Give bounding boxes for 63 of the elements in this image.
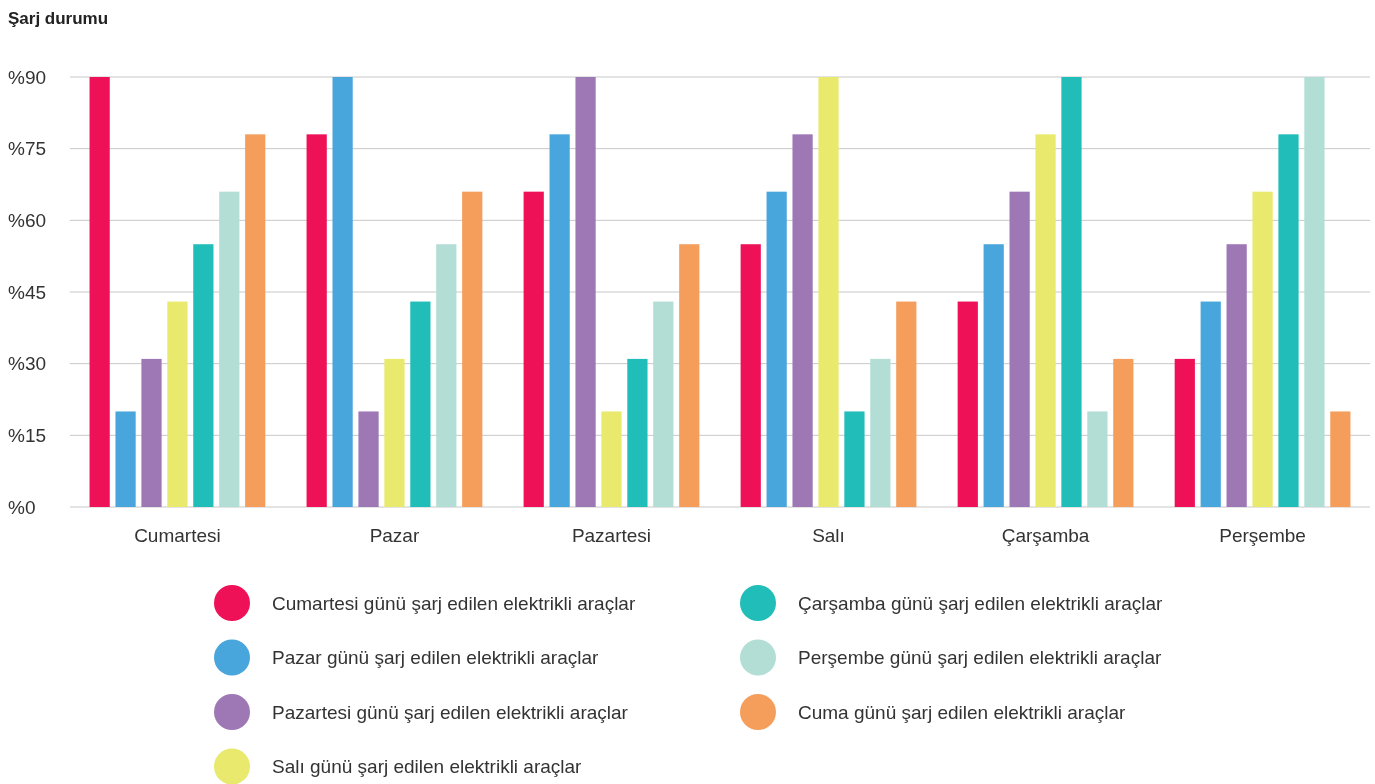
y-tick-label: %30 [8,353,47,375]
bar [896,301,917,507]
bar [410,301,431,507]
bar [792,134,813,507]
x-tick-label: Pazartesi [571,525,652,546]
legend-label: Cuma günü şarj edilen elektrikli araçlar [798,701,1127,723]
bar [601,411,622,507]
x-tick-label: Çarşamba [1001,525,1090,546]
bar [983,244,1004,507]
bar [358,411,379,507]
legend-label: Pazar günü şarj edilen elektrikli araçlar [272,647,599,669]
x-tick-label: Pazar [369,525,420,546]
legend-label: Perşembe günü şarj edilen elektrikli araçlar [798,647,1162,669]
bar [679,244,700,507]
y-tick-label: %45 [8,281,47,303]
bar [1087,411,1108,507]
bar [1304,77,1325,507]
bar [1061,77,1082,507]
bar [1252,191,1273,507]
bar [549,134,570,507]
bar [306,134,327,507]
bar [627,358,648,507]
chart-title: Şarj durumu [8,9,109,28]
bar [523,191,544,507]
x-tick-label: Salı [812,525,845,546]
bar [575,77,596,507]
bar [462,191,483,507]
bar [332,77,353,507]
bar [89,77,110,507]
bar [193,244,214,507]
bar [1200,301,1221,507]
x-tick-label: Perşembe [1219,525,1306,546]
bar [1226,244,1247,507]
bar [436,244,457,507]
y-tick-label: %15 [8,424,47,446]
bar [844,411,865,507]
bar [818,77,839,507]
bar [870,358,891,507]
y-tick-label: %60 [8,209,47,231]
bar [115,411,136,507]
bar [653,301,674,507]
legend-label: Cumartesi günü şarj edilen elektrikli araçlar [272,592,636,614]
legend-label: Salı günü şarj edilen elektrikli araçlar [272,756,583,778]
bar [740,244,761,507]
bar [1174,358,1195,507]
bar [1113,358,1134,507]
bar [1330,411,1351,507]
legend-label: Çarşamba günü şarj edilen elektrikli araçlar [798,592,1163,614]
x-tick-label: Cumartesi [134,525,221,546]
y-tick-label: %90 [8,66,47,88]
bar [766,191,787,507]
bar [1278,134,1299,507]
bar [167,301,188,507]
legend-label: Pazartesi günü şarj edilen elektrikli araçlar [272,701,629,723]
bar [957,301,978,507]
bar [1009,191,1030,507]
bar [245,134,266,507]
bar [384,358,405,507]
y-tick-label: %75 [8,138,47,160]
bar [141,358,162,507]
bar [219,191,240,507]
y-tick-label: %0 [8,496,36,518]
bar [1035,134,1056,507]
